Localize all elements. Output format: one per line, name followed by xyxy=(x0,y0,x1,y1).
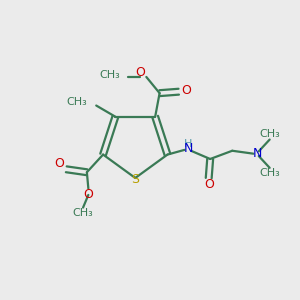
Text: CH₃: CH₃ xyxy=(260,129,280,139)
Text: CH₃: CH₃ xyxy=(67,97,87,107)
Text: O: O xyxy=(181,84,191,97)
Text: H: H xyxy=(184,139,192,149)
Text: O: O xyxy=(135,66,145,79)
Text: O: O xyxy=(54,158,64,170)
Text: N: N xyxy=(252,147,262,160)
Text: O: O xyxy=(83,188,93,201)
Text: S: S xyxy=(131,173,139,186)
Text: CH₃: CH₃ xyxy=(99,70,120,80)
Text: CH₃: CH₃ xyxy=(73,208,93,218)
Text: N: N xyxy=(183,142,193,155)
Text: CH₃: CH₃ xyxy=(260,168,280,178)
Text: O: O xyxy=(204,178,214,191)
